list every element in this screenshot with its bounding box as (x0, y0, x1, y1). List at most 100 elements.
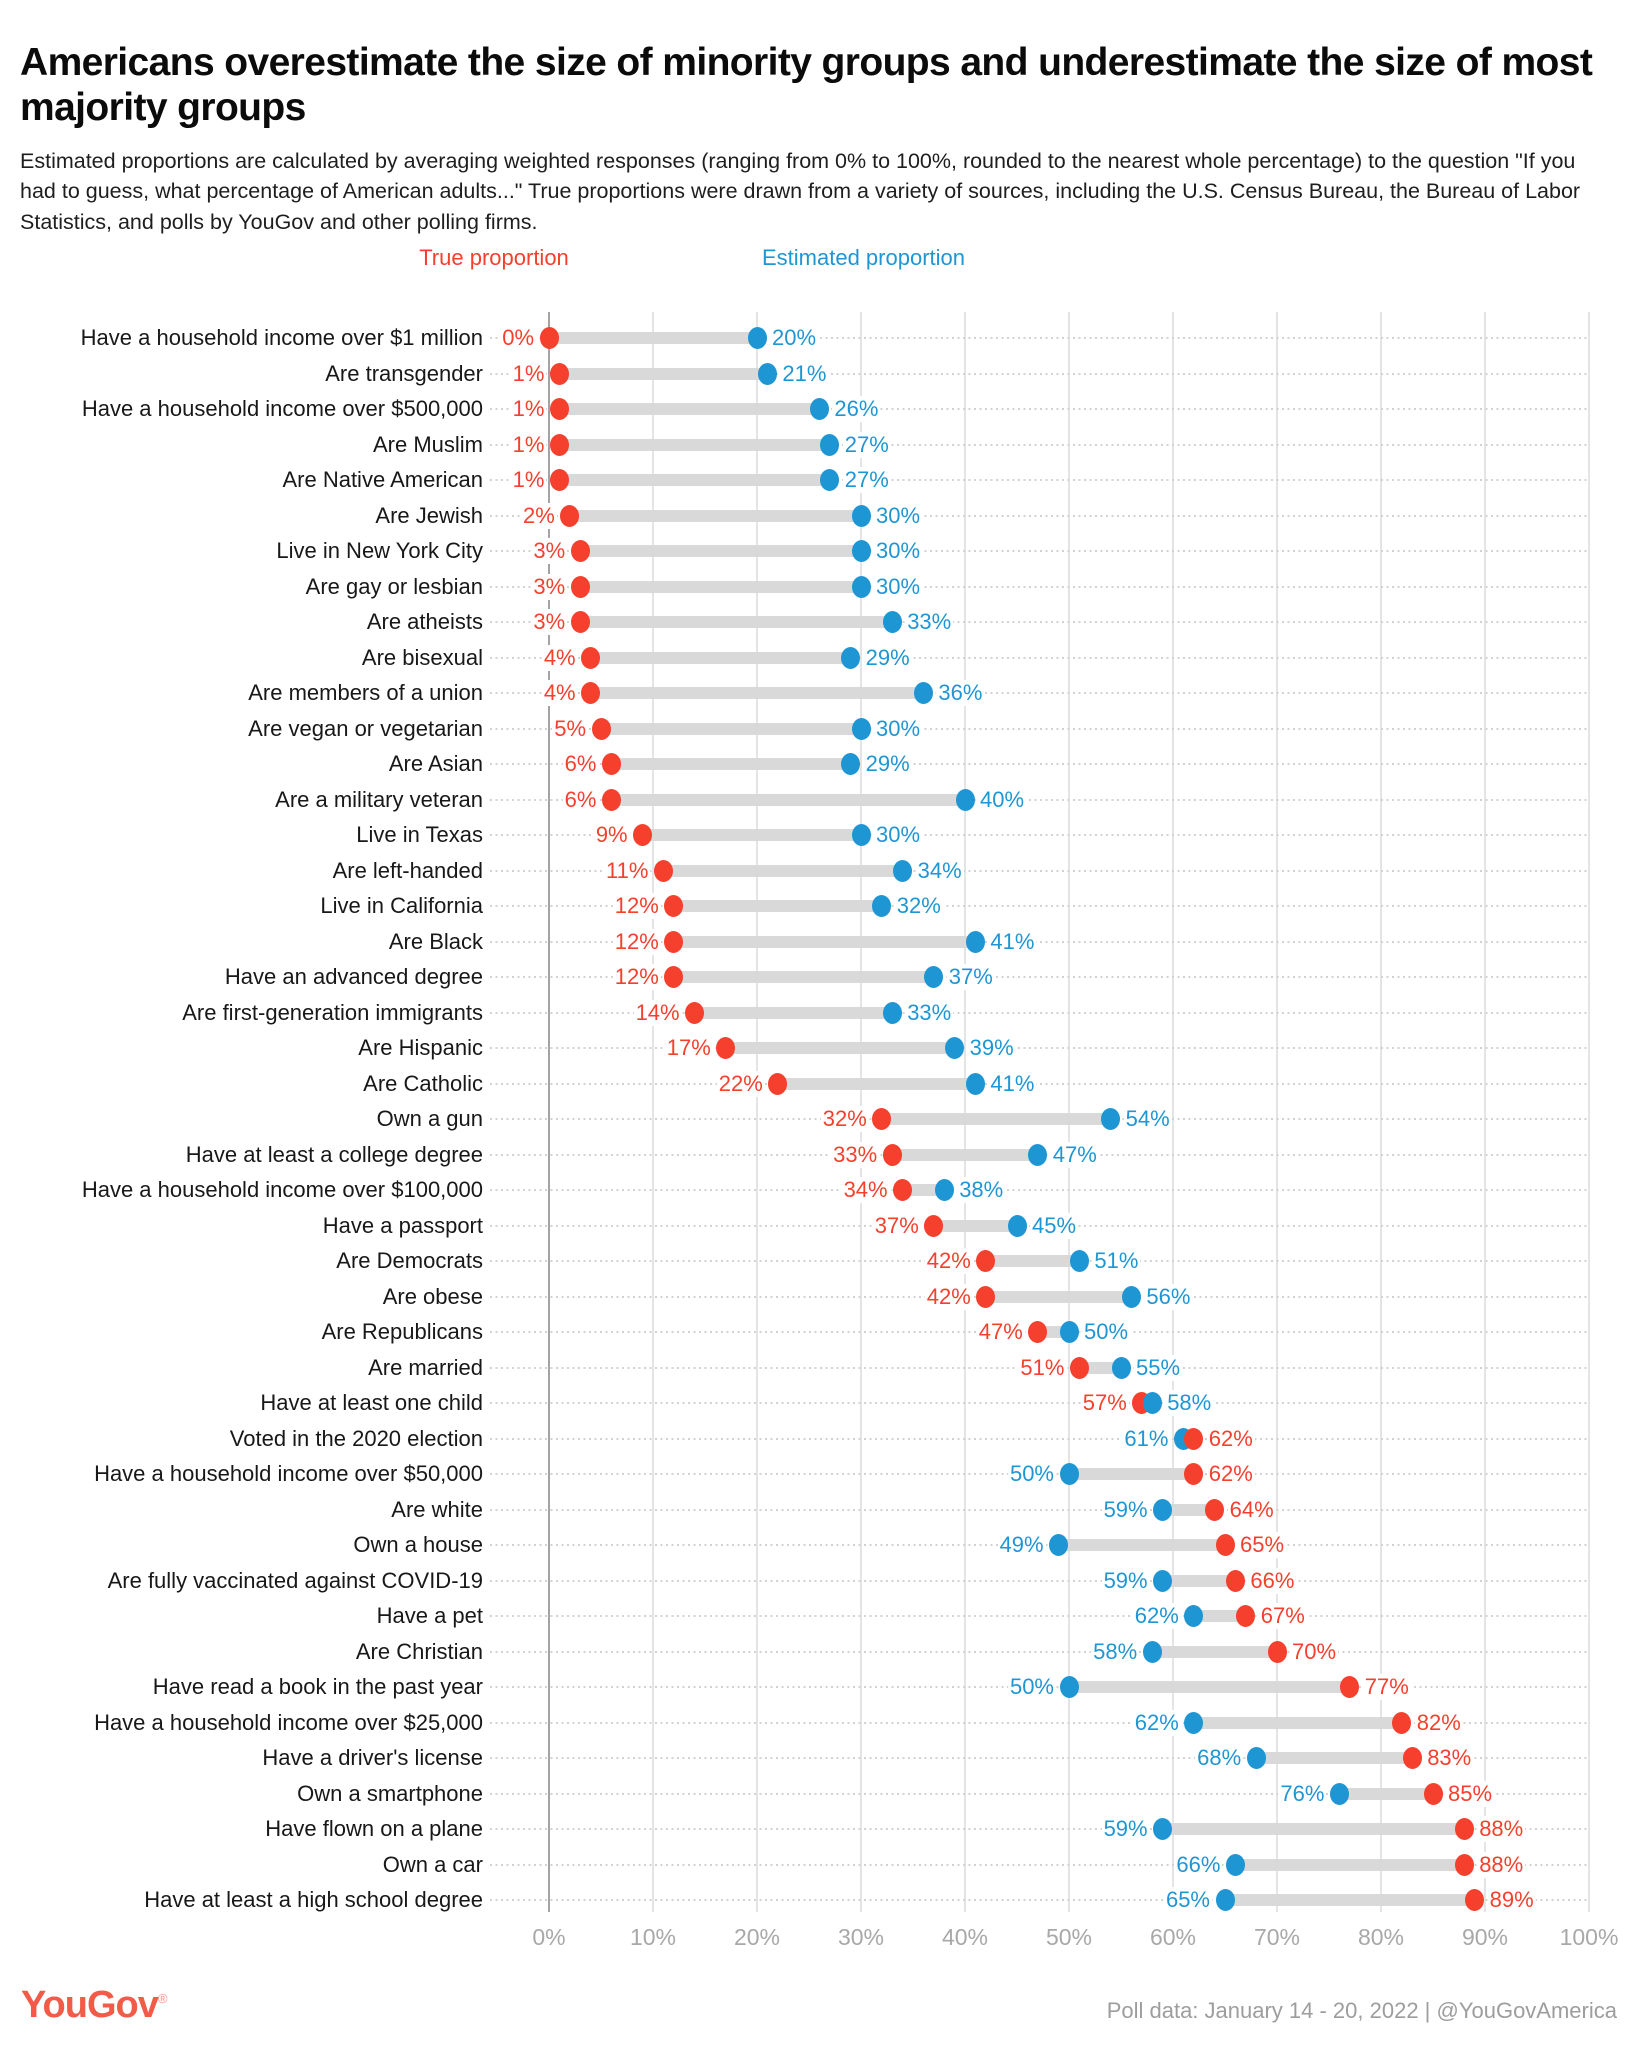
estimated-value-label: 37% (946, 964, 995, 990)
chart-row: Are Native American 1% 27% (0, 462, 1637, 498)
leader-dotted-line (490, 834, 1589, 836)
true-value-label: 3% (531, 609, 568, 635)
true-value-label: 62% (1206, 1425, 1255, 1452)
chart-row: Are Christian 58% 70% (0, 1634, 1637, 1670)
estimated-proportion-dot (851, 504, 871, 527)
chart-row: Are vegan or vegetarian 5% 30% (0, 711, 1637, 747)
estimated-value-label: 41% (988, 1070, 1037, 1097)
connector-bar (673, 900, 882, 912)
row-category-label: Are vegan or vegetarian (248, 715, 483, 741)
true-value-label: 42% (924, 1248, 973, 1274)
row-category-label: Are Asian (388, 751, 483, 777)
true-proportion-dot (1392, 1711, 1412, 1734)
connector-bar (580, 580, 861, 593)
true-proportion-dot (1028, 1321, 1048, 1343)
gridline (756, 312, 758, 1912)
chart-row: Own a house 49% 65% (0, 1527, 1637, 1563)
estimated-proportion-dot (809, 398, 829, 420)
chart-row: Are Muslim 1% 27% (0, 427, 1637, 463)
chart-row: Live in New York City 3% 30% (0, 533, 1637, 569)
chart-row: Have a household income over $100,000 34%… (0, 1172, 1637, 1208)
chart-row: Have a pet 62% 67% (0, 1598, 1637, 1634)
leader-dotted-line (490, 408, 1589, 410)
true-proportion-dot (1454, 1853, 1474, 1876)
chart-row: Have at least a college degree 33% 47% (0, 1137, 1637, 1173)
leader-dotted-line (490, 443, 1589, 446)
connector-bar (1256, 1752, 1413, 1764)
estimated-proportion-dot (965, 1072, 985, 1095)
estimated-value-label: 38% (957, 1177, 1006, 1203)
gridline (964, 312, 966, 1912)
true-value-label: 1% (510, 467, 547, 493)
y-axis-line (548, 312, 550, 1912)
true-value-label: 89% (1487, 1887, 1536, 1913)
chart-row: Are atheists 3% 33% (0, 604, 1637, 640)
row-category-label: Own a car (382, 1851, 483, 1877)
true-value-label: 14% (633, 999, 682, 1026)
true-value-label: 88% (1477, 1851, 1526, 1878)
gridline (652, 312, 654, 1912)
estimated-value-label: 27% (842, 431, 891, 458)
true-value-label: 12% (612, 964, 661, 990)
true-value-label: 65% (1238, 1532, 1287, 1558)
gridline (1172, 312, 1174, 1912)
true-proportion-dot (1454, 1818, 1474, 1840)
leader-dotted-line (490, 1863, 1589, 1866)
row-category-label: Are transgender (325, 360, 483, 386)
chart-row: Have at least one child 57% 58% (0, 1385, 1637, 1421)
true-value-label: 70% (1290, 1638, 1339, 1665)
connector-bar (1162, 1503, 1215, 1516)
estimated-value-label: 21% (780, 360, 829, 387)
estimated-proportion-dot (841, 646, 861, 669)
row-category-label: Live in Texas (356, 822, 483, 848)
connector-bar (1162, 1574, 1236, 1587)
row-category-label: Are obese (382, 1283, 483, 1309)
true-proportion-dot (549, 469, 569, 491)
connector-bar (580, 616, 893, 628)
true-value-label: 3% (531, 538, 568, 564)
estimated-proportion-dot (1111, 1356, 1131, 1379)
axis-tick-label: 10% (629, 1924, 677, 1950)
true-proportion-dot (549, 362, 569, 385)
axis-tick-label: 60% (1149, 1924, 1197, 1950)
estimated-value-label: 20% (770, 325, 819, 351)
true-value-label: 2% (521, 502, 557, 529)
chart-row: Live in Texas 9% 30% (0, 817, 1637, 853)
estimated-proportion-dot (913, 682, 933, 704)
row-category-label: Are Black (388, 928, 483, 954)
estimated-proportion-dot (1184, 1711, 1204, 1734)
estimated-proportion-dot (851, 540, 871, 562)
chart-row: Have at least a high school degree 65% 89% (0, 1882, 1637, 1918)
chart-row: Have a household income over $1 million 0… (0, 320, 1637, 356)
axis-tick-label: 80% (1357, 1924, 1405, 1950)
chart-row: Voted in the 2020 election 61% 62% (0, 1421, 1637, 1457)
true-proportion-dot (976, 1285, 996, 1308)
true-value-label: 1% (510, 396, 547, 422)
leader-dotted-line (490, 1579, 1589, 1582)
true-value-label: 47% (976, 1319, 1025, 1345)
gridline (1276, 312, 1278, 1912)
estimated-value-label: 33% (905, 609, 954, 635)
connector-bar (642, 829, 861, 841)
row-category-label: Have flown on a plane (265, 1816, 483, 1842)
estimated-proportion-dot (1329, 1782, 1349, 1805)
connector-bar (590, 687, 924, 699)
true-value-label: 6% (562, 786, 599, 813)
axis-tick-label: 70% (1253, 1924, 1301, 1950)
estimated-value-label: 29% (863, 751, 912, 777)
connector-bar (611, 793, 965, 806)
estimated-proportion-dot (1059, 1463, 1079, 1485)
estimated-proportion-dot (1059, 1676, 1079, 1698)
leader-dotted-line (490, 1828, 1589, 1830)
true-value-label: 0% (500, 325, 536, 351)
true-value-label: 34% (841, 1177, 890, 1203)
row-category-label: Are Democrats (336, 1248, 483, 1274)
row-category-label: Live in New York City (276, 538, 483, 564)
row-category-label: Are white (391, 1496, 483, 1522)
estimated-value-label: 39% (967, 1035, 1016, 1061)
true-value-label: 83% (1425, 1745, 1474, 1771)
true-value-label: 4% (541, 644, 578, 671)
connector-bar (1079, 1361, 1121, 1374)
estimated-proportion-dot (1059, 1321, 1079, 1343)
